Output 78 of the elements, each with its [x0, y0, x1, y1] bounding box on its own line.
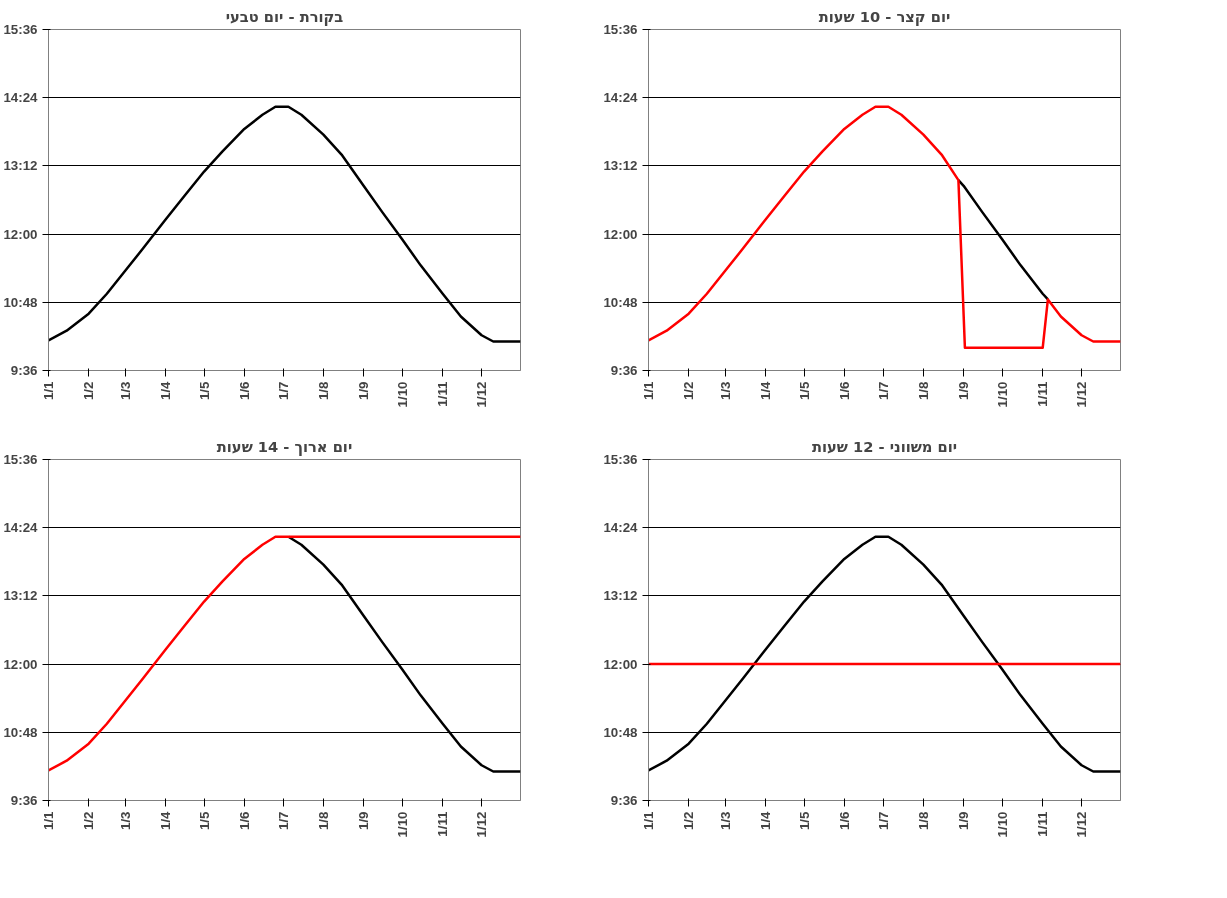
x-tick-label: 1/2: [681, 381, 697, 401]
x-tick-label: 1/2: [81, 811, 97, 831]
y-tick-label: 12:00: [603, 226, 638, 242]
x-tick-label: 1/7: [275, 811, 291, 831]
y-tick-label: 14:24: [603, 520, 639, 536]
line-series: [648, 105, 1121, 350]
y-tick-label: 13:12: [603, 158, 638, 174]
x-tick-label: 1/1: [41, 380, 56, 401]
chart-title: בקורת - יום טבעי: [225, 7, 344, 26]
x-tick-label: 1/6: [836, 381, 852, 401]
x-tick-label: 1/3: [117, 381, 133, 401]
x-tick-label: 1/6: [236, 381, 252, 401]
x-tick-label: 1/4: [757, 380, 773, 401]
x-tick-label: 1/6: [836, 811, 852, 831]
x-tick-label: 1/10: [395, 381, 410, 408]
x-tick-label: 1/12: [474, 381, 490, 408]
y-tick-label: 13:12: [3, 588, 38, 604]
x-tick-label: 1/9: [956, 811, 972, 831]
x-tick-label: 1/3: [717, 811, 733, 831]
x-tick-label: 1/4: [157, 810, 173, 831]
y-tick-label: 15:36: [603, 452, 638, 467]
x-tick-label: 1/5: [196, 380, 212, 401]
y-tick-label: 10:48: [3, 294, 38, 310]
x-tick-label: 1/9: [356, 811, 372, 831]
y-tick-label: 15:36: [3, 22, 38, 37]
x-tick-label: 1/7: [875, 811, 891, 831]
y-tick-label: 13:12: [603, 588, 638, 604]
x-tick-label: 1/5: [196, 810, 212, 831]
x-tick-label: 1/3: [117, 811, 133, 831]
y-tick-label: 14:24: [3, 90, 39, 106]
y-tick-label: 12:00: [603, 656, 638, 672]
chart-title: יום ארוך - 14 שעות: [216, 437, 353, 456]
line-series: [48, 535, 521, 772]
x-tick-label: 1/8: [315, 381, 331, 401]
y-tick-label: 15:36: [3, 452, 38, 467]
x-tick-label: 1/6: [236, 811, 252, 831]
y-tick-label: 10:48: [3, 724, 38, 740]
x-tick-label: 1/9: [956, 381, 972, 401]
x-tick-label: 1/10: [395, 811, 410, 838]
x-tick-label: 1/8: [915, 381, 931, 401]
x-tick-label: 1/4: [757, 810, 773, 831]
y-tick-label: 15:36: [603, 22, 638, 37]
x-tick-label: 1/3: [717, 381, 733, 401]
x-tick-label: 1/7: [275, 381, 291, 401]
x-tick-label: 1/11: [435, 380, 451, 407]
x-tick-label: 1/7: [875, 381, 891, 401]
y-tick-label: 14:24: [3, 520, 39, 536]
x-tick-label: 1/5: [796, 810, 812, 831]
x-tick-label: 1/2: [681, 811, 697, 831]
y-tick-label: 10:48: [603, 724, 638, 740]
x-tick-label: 1/1: [41, 810, 56, 831]
x-tick-label: 1/8: [915, 811, 931, 831]
x-tick-label: 1/12: [1074, 381, 1090, 408]
y-tick-label: 9:36: [610, 793, 638, 808]
x-tick-label: 1/11: [1035, 380, 1051, 407]
x-tick-label: 1/5: [796, 380, 812, 401]
x-tick-label: 1/8: [315, 811, 331, 831]
x-tick-label: 1/4: [157, 380, 173, 401]
x-tick-label: 1/2: [81, 381, 97, 401]
x-tick-label: 1/9: [356, 381, 372, 401]
x-tick-label: 1/1: [641, 380, 656, 401]
x-tick-label: 1/12: [1074, 811, 1090, 838]
y-tick-label: 10:48: [603, 294, 638, 310]
y-tick-label: 9:36: [10, 793, 38, 808]
x-tick-label: 1/12: [474, 811, 490, 838]
x-tick-label: 1/11: [1035, 810, 1051, 837]
x-tick-label: 1/1: [641, 810, 656, 831]
chart-title: יום קצר - 10 שעות: [818, 7, 951, 26]
x-tick-label: 1/11: [435, 810, 451, 837]
y-tick-label: 9:36: [610, 363, 638, 378]
y-tick-label: 12:00: [3, 226, 38, 242]
y-tick-label: 9:36: [10, 363, 38, 378]
y-tick-label: 13:12: [3, 158, 38, 174]
x-tick-label: 1/10: [995, 811, 1010, 838]
y-tick-label: 14:24: [603, 90, 639, 106]
y-tick-label: 12:00: [3, 656, 38, 672]
x-tick-label: 1/10: [995, 381, 1010, 408]
chart-title: יום משווני - 12 שעות: [811, 437, 958, 455]
